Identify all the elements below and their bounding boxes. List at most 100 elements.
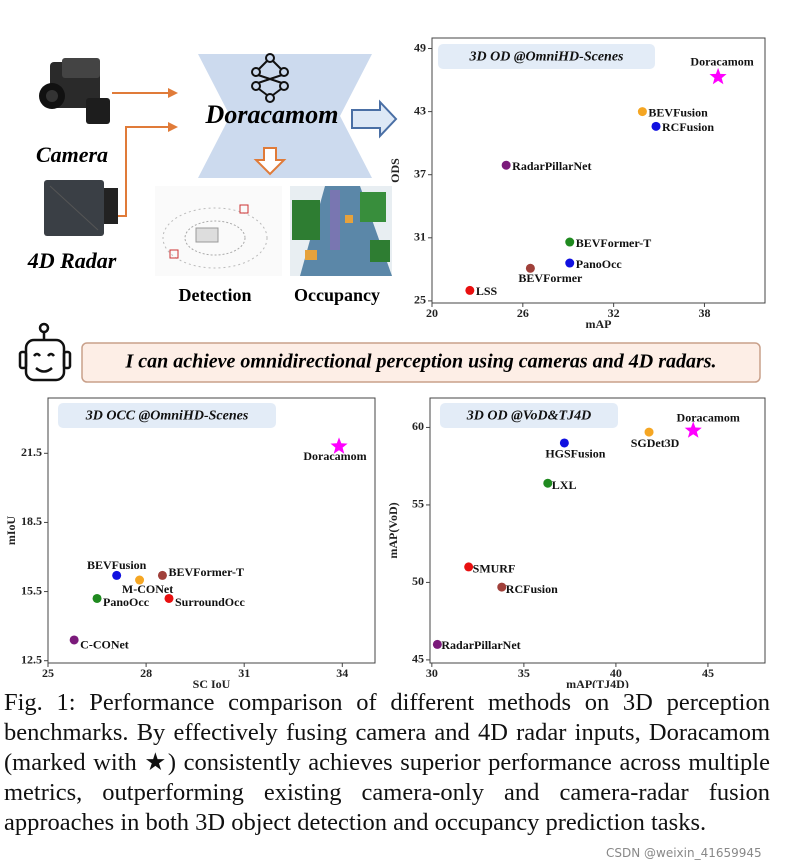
title-box: [58, 403, 276, 428]
x-tick-label: 35: [518, 666, 530, 680]
x-tick-label: 25: [42, 666, 54, 680]
point-label: M-CONet: [122, 582, 173, 596]
point-label: HGSFusion: [545, 447, 605, 461]
y-tick-label: 25: [414, 293, 426, 307]
x-tick-label: 45: [702, 666, 714, 680]
point-label: BEVFormer-T: [576, 236, 652, 250]
x-tick-label: 34: [336, 666, 348, 680]
x-axis-label: mAP(TJ4D): [566, 677, 629, 688]
point-label: SGDet3D: [631, 436, 680, 450]
chart-title: 3D OCC @OmniHD-Scenes: [85, 409, 249, 424]
point-label: BEVFormer-T: [168, 565, 244, 579]
point: [501, 160, 511, 170]
x-tick-label: 28: [140, 666, 152, 680]
point: [565, 237, 575, 247]
point: [644, 427, 654, 437]
y-tick-label: 31: [414, 230, 426, 244]
model-name: Doracamom: [205, 100, 339, 129]
x-tick-label: 31: [238, 666, 250, 680]
point-label: Doracamom: [303, 449, 366, 463]
arrows: [112, 92, 168, 217]
y-tick-label: 55: [412, 497, 424, 511]
point-label: BEVFusion: [648, 105, 708, 119]
point-label: Doracamom: [677, 410, 740, 424]
y-tick-label: 50: [412, 574, 424, 588]
y-axis-label: mIoU: [4, 516, 18, 546]
x-tick-label: 30: [426, 666, 438, 680]
point-label: SurroundOcc: [175, 595, 245, 609]
occupancy-image: [290, 186, 392, 276]
model-shape: [198, 54, 372, 178]
point-label: BEVFusion: [87, 558, 147, 572]
y-tick-label: 15.5: [21, 583, 42, 597]
y-axis-label: ODS: [388, 158, 402, 183]
point: [464, 562, 474, 572]
arrow-head: [168, 88, 178, 98]
point: [637, 107, 647, 117]
point: [465, 285, 475, 295]
x-tick-label: 20: [426, 306, 438, 320]
point: [709, 67, 727, 85]
x-tick-label: 26: [517, 306, 529, 320]
x-tick-label: 38: [698, 306, 710, 320]
plot-area: [47, 397, 376, 664]
y-tick-label: 12.5: [21, 652, 42, 666]
point-label: RadarPillarNet: [441, 638, 520, 652]
right-arrow: [351, 99, 398, 139]
y-axis-label: mAP(VoD): [386, 502, 400, 558]
y-tick-label: 21.5: [21, 445, 42, 459]
robot-icon: [18, 322, 72, 382]
point: [559, 438, 569, 448]
x-tick-label: 40: [610, 666, 622, 680]
point-label: RCFusion: [506, 582, 558, 596]
point-label: Doracamom: [690, 55, 753, 69]
y-tick-label: 45: [412, 652, 424, 666]
point-label: RadarPillarNet: [512, 159, 591, 173]
radar-icon: [44, 180, 118, 236]
point-label: RCFusion: [662, 120, 714, 134]
speech-box: [81, 342, 761, 383]
figure: Camera 4D Radar Doracamom: [4, 37, 766, 691]
point: [135, 575, 145, 585]
detection-image: [155, 186, 282, 276]
network-icon: [251, 53, 289, 103]
point-label: BEVFormer: [518, 271, 583, 285]
point: [543, 478, 553, 488]
point: [684, 421, 702, 438]
camera-icon: [39, 58, 110, 124]
down-arrow: [253, 147, 287, 176]
point: [432, 639, 442, 649]
point: [112, 570, 122, 580]
point: [330, 437, 348, 454]
point: [164, 593, 174, 603]
x-axis-label: SC IoU: [193, 677, 231, 688]
watermark: CSDN @weixin_41659945: [606, 846, 762, 860]
input-label: Camera: [36, 142, 108, 167]
point: [651, 121, 661, 131]
title-box: [440, 403, 618, 428]
caption: Fig. 1: Performance comparison of differ…: [4, 689, 770, 836]
point: [565, 258, 575, 268]
x-axis-label: mAP: [586, 317, 612, 331]
point: [92, 593, 102, 603]
x-tick-label: 32: [608, 306, 620, 320]
point-label: SMURF: [473, 562, 516, 576]
plot-area: [431, 37, 766, 304]
y-tick-label: 60: [412, 419, 424, 433]
input-label: 4D Radar: [27, 248, 117, 273]
point: [69, 635, 79, 645]
chart-title: 3D OD @VoD&TJ4D: [466, 409, 591, 424]
speech-text: I can achieve omnidirectional perception…: [124, 351, 716, 373]
output-label: Occupancy: [294, 285, 380, 305]
arrow-head: [168, 122, 178, 132]
point: [157, 570, 167, 580]
y-tick-label: 43: [414, 103, 426, 117]
point-label: LSS: [476, 284, 498, 298]
title-box: [438, 44, 655, 69]
point-label: PanoOcc: [103, 595, 150, 609]
y-tick-label: 37: [414, 166, 426, 180]
point-label: PanoOcc: [576, 257, 623, 271]
point: [497, 582, 507, 592]
point-label: LXL: [552, 478, 577, 492]
